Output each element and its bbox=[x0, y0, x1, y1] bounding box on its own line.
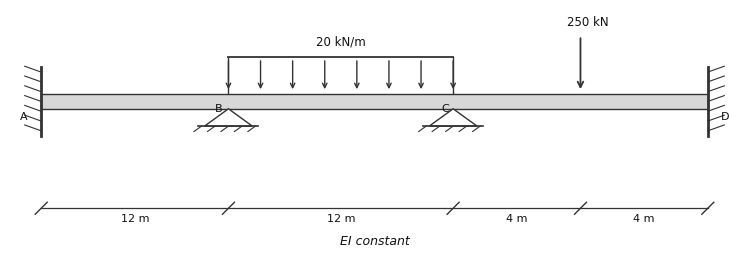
Polygon shape bbox=[429, 109, 477, 126]
FancyBboxPatch shape bbox=[41, 94, 708, 109]
Text: 12 m: 12 m bbox=[121, 214, 149, 223]
Polygon shape bbox=[204, 109, 252, 126]
Text: 12 m: 12 m bbox=[327, 214, 355, 223]
Text: 20 kN/m: 20 kN/m bbox=[316, 36, 366, 49]
Text: 250 kN: 250 kN bbox=[567, 16, 609, 29]
Text: 4 m: 4 m bbox=[634, 214, 655, 223]
Text: D: D bbox=[721, 112, 730, 122]
Text: EI constant: EI constant bbox=[339, 235, 410, 248]
Text: C: C bbox=[442, 104, 449, 114]
Text: B: B bbox=[215, 104, 222, 114]
Text: 4 m: 4 m bbox=[506, 214, 527, 223]
Text: A: A bbox=[20, 112, 28, 122]
